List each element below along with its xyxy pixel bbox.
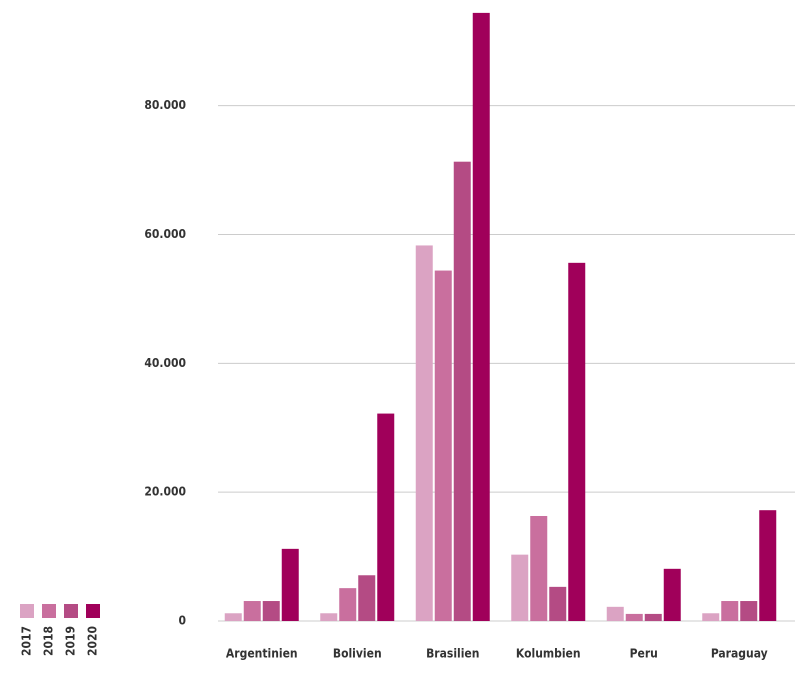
bar bbox=[472, 12, 490, 622]
legend-swatch bbox=[42, 604, 56, 618]
bar bbox=[281, 548, 299, 621]
bar bbox=[663, 568, 681, 621]
x-tick-label: Argentinien bbox=[226, 647, 298, 661]
bar bbox=[358, 575, 376, 621]
y-tick-label: 80.000 bbox=[144, 98, 186, 112]
legend-swatch bbox=[86, 604, 100, 618]
legend-swatch bbox=[20, 604, 34, 618]
x-tick-label: Brasilien bbox=[426, 647, 479, 661]
x-tick-label: Bolivien bbox=[333, 647, 382, 661]
legend-swatch bbox=[64, 604, 78, 618]
bar bbox=[606, 606, 624, 621]
bar bbox=[549, 586, 567, 621]
bar bbox=[224, 613, 242, 621]
bar bbox=[625, 613, 643, 621]
bar bbox=[339, 588, 357, 621]
bar bbox=[721, 601, 739, 621]
bar bbox=[415, 245, 433, 622]
bar bbox=[320, 613, 338, 621]
legend-label: 2018 bbox=[42, 626, 56, 656]
x-tick-label: Peru bbox=[630, 647, 658, 661]
x-tick-label: Paraguay bbox=[711, 647, 768, 661]
x-tick-label: Kolumbien bbox=[516, 647, 581, 661]
bar bbox=[740, 601, 758, 621]
bar bbox=[262, 601, 280, 621]
y-tick-label: 0 bbox=[178, 614, 186, 628]
bar bbox=[511, 554, 529, 621]
bar bbox=[759, 510, 777, 621]
bar bbox=[530, 515, 548, 621]
bar bbox=[434, 270, 452, 621]
bar bbox=[243, 601, 261, 621]
legend-label: 2017 bbox=[20, 626, 34, 656]
y-tick-label: 60.000 bbox=[144, 227, 186, 241]
y-tick-label: 20.000 bbox=[144, 485, 186, 499]
bar bbox=[568, 262, 586, 621]
bar bbox=[453, 161, 471, 622]
y-tick-label: 40.000 bbox=[144, 356, 186, 370]
legend-label: 2019 bbox=[64, 626, 78, 656]
bar bbox=[644, 613, 662, 621]
bar bbox=[702, 613, 720, 621]
bar bbox=[377, 413, 395, 621]
legend-label: 2020 bbox=[86, 626, 100, 656]
